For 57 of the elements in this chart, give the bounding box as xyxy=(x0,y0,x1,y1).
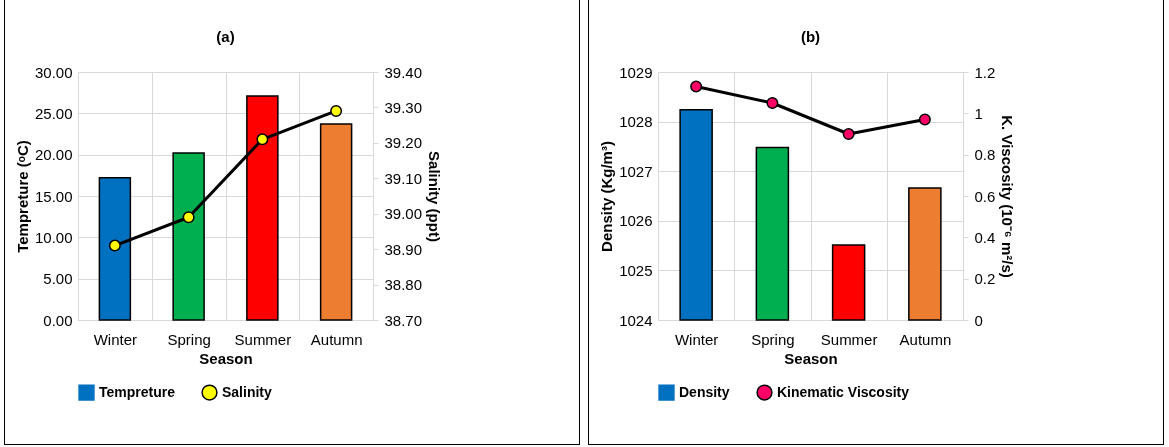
point xyxy=(108,239,121,252)
y-tick-label: 15.00 xyxy=(34,187,73,205)
y-tick-label: 5.00 xyxy=(43,270,73,288)
y2-tick-label: 1 xyxy=(974,104,983,122)
x-tick-label: Autumn xyxy=(310,330,363,348)
y2-tick-label: 1.2 xyxy=(974,63,996,81)
chart-title: (a) xyxy=(216,28,235,45)
y-tick-label: 1024 xyxy=(619,311,653,329)
y2-tick-label: 0.6 xyxy=(974,187,996,205)
y-tick-label: 25.00 xyxy=(34,104,73,122)
y-tick-label: 1027 xyxy=(619,162,653,180)
x-tick-label: Summer xyxy=(234,330,292,348)
legend-label: Density xyxy=(679,383,730,400)
x-tick-label: Spring xyxy=(751,330,795,348)
x-tick-label: Winter xyxy=(674,330,719,348)
y2-tick-label: 39.00 xyxy=(384,205,423,223)
y2-tick-label: 39.20 xyxy=(384,134,423,152)
y2-tick-label: 0.8 xyxy=(974,146,996,164)
point xyxy=(256,133,269,146)
chart-title: (b) xyxy=(800,28,821,45)
y2-axis-title: Salinity (ppt) xyxy=(426,151,444,242)
y2-tick-label: 0 xyxy=(974,311,983,329)
point xyxy=(182,211,195,224)
x-tick-label: Spring xyxy=(167,330,211,348)
x-tick-label: Autumn xyxy=(899,330,952,348)
x-axis-title: Season xyxy=(784,349,838,367)
y-tick-label: 0.00 xyxy=(43,311,73,329)
x-tick-label: Winter xyxy=(93,330,138,348)
bar xyxy=(319,123,353,321)
y-tick-label: 20.00 xyxy=(34,146,73,164)
y-tick-label: 1029 xyxy=(619,63,653,81)
y2-tick-label: 38.80 xyxy=(384,276,423,294)
x-axis-title: Season xyxy=(199,349,253,367)
legend-label: Tempreture xyxy=(99,383,176,400)
x-tick-label: Summer xyxy=(820,330,878,348)
y-axis-title: Tempreture (ᵒC) xyxy=(13,140,31,253)
y2-tick-label: 39.30 xyxy=(384,98,423,116)
y2-tick-label: 0.2 xyxy=(974,270,996,288)
y2-tick-label: 39.10 xyxy=(384,169,423,187)
y-axis-title: Density (Kg/m³) xyxy=(598,141,616,252)
point xyxy=(842,128,855,140)
point xyxy=(330,104,343,117)
point xyxy=(918,113,931,126)
y-tick-label: 1026 xyxy=(619,212,653,230)
y-tick-label: 30.00 xyxy=(34,63,73,81)
legend-label: Salinity xyxy=(222,383,273,400)
y-tick-label: 10.00 xyxy=(34,228,73,246)
y2-axis-title: K. Viscosity (10⁻⁶ m²/s) xyxy=(999,115,1017,278)
y2-tick-label: 38.90 xyxy=(384,240,423,258)
point xyxy=(766,97,779,109)
y2-tick-label: 38.70 xyxy=(384,311,423,329)
y-tick-label: 1028 xyxy=(619,113,653,131)
y-tick-label: 1025 xyxy=(619,261,653,279)
y2-tick-label: 39.40 xyxy=(384,63,423,81)
y2-tick-label: 0.4 xyxy=(974,228,996,246)
legend-label: Kinematic Viscosity xyxy=(777,383,910,400)
point xyxy=(690,80,703,93)
